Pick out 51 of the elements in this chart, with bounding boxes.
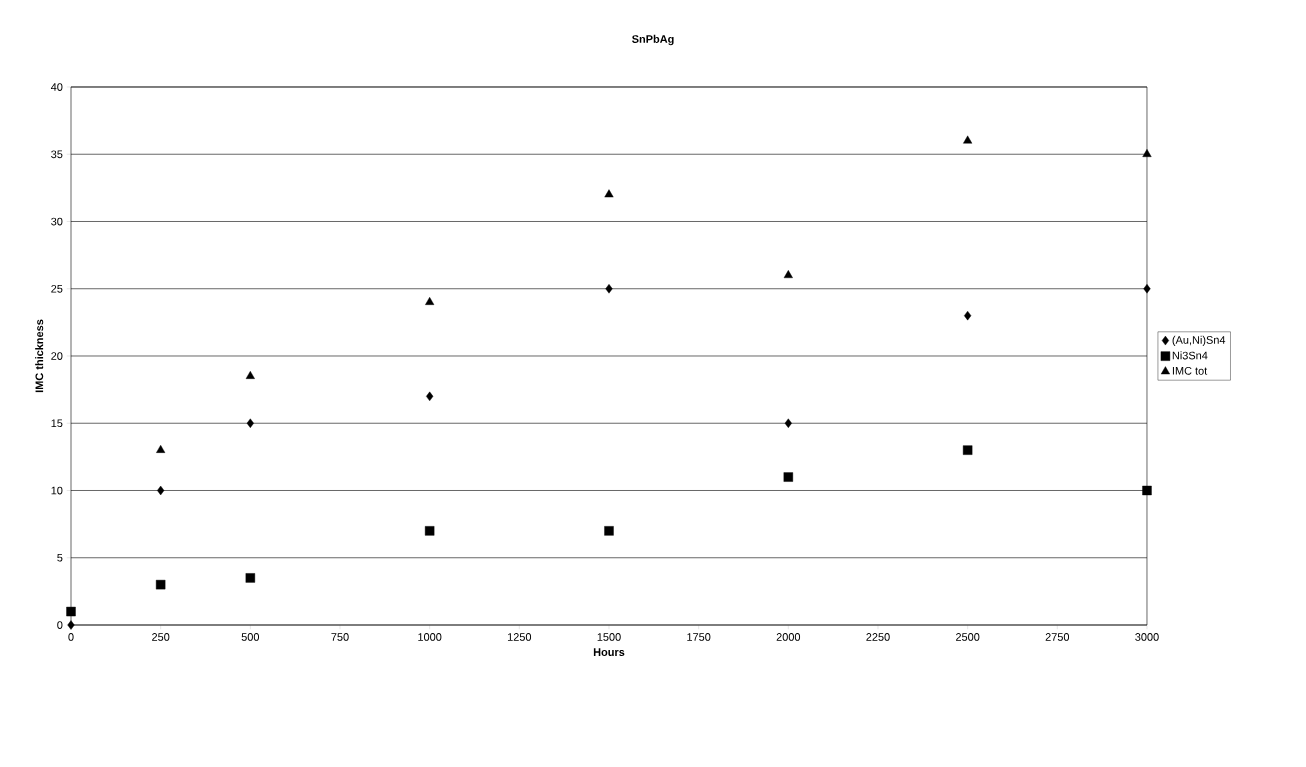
point bbox=[66, 606, 76, 617]
y-tick-label: 10 bbox=[51, 486, 63, 495]
y-tick-label: 35 bbox=[51, 150, 63, 159]
x-tick-label: 2750 bbox=[1045, 633, 1070, 641]
point bbox=[155, 579, 166, 590]
x-tick-label: 250 bbox=[152, 633, 170, 641]
point bbox=[245, 370, 255, 379]
chart-title: SnPbAg bbox=[632, 34, 674, 46]
y-axis-title: IMC thickness bbox=[35, 319, 44, 393]
point bbox=[604, 189, 614, 198]
point bbox=[1143, 284, 1151, 294]
x-tick-label: 3000 bbox=[1135, 633, 1159, 641]
x-tick-label: 2250 bbox=[866, 633, 890, 641]
point bbox=[783, 270, 793, 278]
y-tick-label: 15 bbox=[51, 419, 63, 428]
x-tick-label: 2000 bbox=[776, 633, 801, 641]
point bbox=[156, 444, 166, 453]
point bbox=[783, 472, 794, 482]
x-tick-label: 1500 bbox=[597, 633, 621, 641]
y-tick-label: 30 bbox=[51, 217, 63, 226]
point bbox=[1142, 485, 1152, 496]
y-tick-label: 0 bbox=[57, 621, 63, 629]
y-tick-label: 40 bbox=[50, 83, 63, 91]
point bbox=[1142, 149, 1152, 157]
x-tick-label: 1750 bbox=[687, 633, 711, 641]
legend-label: IMC tot bbox=[1172, 366, 1208, 375]
x-tick-label: 500 bbox=[241, 633, 260, 641]
legend-label: Ni3Sn4 bbox=[1172, 351, 1208, 360]
point bbox=[784, 418, 792, 428]
point bbox=[245, 573, 256, 583]
x-tick-label: 750 bbox=[331, 633, 349, 641]
y-tick-label: 5 bbox=[57, 553, 63, 562]
point bbox=[963, 135, 973, 144]
point bbox=[424, 526, 435, 536]
point bbox=[964, 310, 972, 321]
point bbox=[604, 526, 614, 536]
point bbox=[962, 445, 973, 455]
y-tick-label: 20 bbox=[51, 352, 63, 360]
legend-label: (Au,Ni)Sn4 bbox=[1172, 335, 1226, 346]
x-tick-label: 2500 bbox=[956, 633, 980, 641]
y-tick-label: 25 bbox=[51, 284, 63, 293]
x-tick-label: 0 bbox=[68, 633, 74, 641]
point bbox=[67, 620, 75, 630]
x-axis-title: Hours bbox=[593, 648, 625, 657]
x-tick-label: 1250 bbox=[507, 633, 532, 641]
x-tick-label: 1000 bbox=[418, 633, 442, 641]
point bbox=[425, 297, 435, 305]
point bbox=[157, 485, 165, 496]
point bbox=[246, 418, 254, 428]
point bbox=[605, 284, 613, 294]
point bbox=[426, 391, 434, 402]
